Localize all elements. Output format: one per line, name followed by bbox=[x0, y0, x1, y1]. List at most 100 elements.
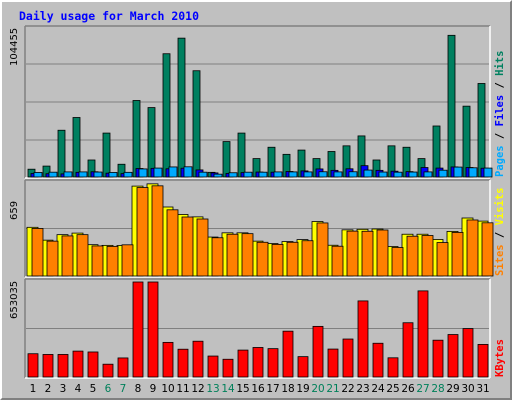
kbytes-kbytes-bar bbox=[27, 353, 39, 378]
axis-legend-part: / bbox=[494, 126, 506, 145]
hits-pages-bar bbox=[63, 171, 73, 178]
hits-pages-bar bbox=[468, 167, 478, 178]
hits-hits-bar bbox=[162, 53, 171, 178]
hits-hits-bar bbox=[57, 129, 66, 178]
kbytes-kbytes-bar bbox=[477, 344, 489, 378]
x-tick-label: 16 bbox=[251, 383, 265, 395]
visits-sites-bar bbox=[436, 242, 449, 277]
visits-sites-bar bbox=[346, 230, 359, 277]
kbytes-kbytes-bar bbox=[462, 328, 474, 378]
x-tick-label: 28 bbox=[431, 383, 444, 395]
visits-sites-bar bbox=[481, 222, 494, 277]
kbytes-kbytes-bar bbox=[357, 300, 369, 378]
visits-sites-bar bbox=[391, 247, 404, 277]
kbytes-kbytes-bar bbox=[42, 354, 54, 378]
visits-axis-legend: Sites / Visits bbox=[494, 187, 506, 276]
hits-pages-bar bbox=[123, 171, 133, 178]
hits-pages-bar bbox=[228, 172, 238, 178]
kbytes-kbytes-bar bbox=[237, 349, 249, 378]
kbytes-kbytes-bar bbox=[117, 357, 129, 378]
hits-max-label: 104455 bbox=[9, 28, 20, 66]
hits-pages-bar bbox=[108, 172, 118, 178]
x-tick-label: 10 bbox=[161, 383, 174, 395]
x-tick-label: 23 bbox=[356, 383, 369, 395]
visits-max-label: 659 bbox=[9, 201, 20, 220]
axis-legend-part: / bbox=[494, 225, 506, 244]
axis-legend-part: KBytes bbox=[494, 339, 506, 377]
hits-pages-bar bbox=[288, 171, 298, 178]
visits-sites-bar bbox=[61, 235, 74, 277]
hits-axis-legend: Pages / Files / Hits bbox=[494, 51, 506, 177]
kbytes-kbytes-bar bbox=[252, 347, 264, 378]
x-tick-label: 24 bbox=[371, 383, 385, 395]
kbytes-kbytes-bar bbox=[192, 340, 204, 378]
hits-pages-bar bbox=[138, 168, 148, 178]
kbytes-kbytes-bar bbox=[132, 281, 144, 378]
kbytes-kbytes-bar bbox=[312, 325, 324, 378]
visits-sites-bar bbox=[196, 218, 209, 277]
hits-pages-bar bbox=[48, 171, 58, 178]
kbytes-kbytes-bar bbox=[267, 348, 279, 378]
hits-pages-bar bbox=[363, 169, 373, 178]
hits-pages-bar bbox=[153, 167, 163, 178]
x-tick-label: 25 bbox=[386, 383, 399, 395]
visits-sites-bar bbox=[376, 229, 389, 277]
kbytes-max-label: 653035 bbox=[9, 281, 20, 319]
hits-pages-bar bbox=[408, 171, 418, 178]
kbytes-kbytes-bar bbox=[417, 290, 429, 378]
visits-sites-bar bbox=[46, 240, 59, 277]
x-tick-label: 3 bbox=[60, 383, 67, 395]
kbytes-kbytes-bar bbox=[222, 358, 234, 378]
x-tick-label: 9 bbox=[150, 383, 157, 395]
visits-sites-bar bbox=[241, 233, 254, 277]
kbytes-kbytes-bar bbox=[162, 341, 174, 378]
hits-hits-bar bbox=[192, 70, 201, 178]
x-tick-label: 7 bbox=[120, 383, 127, 395]
visits-sites-bar bbox=[121, 244, 134, 277]
visits-sites-bar bbox=[406, 235, 419, 277]
kbytes-kbytes-bar bbox=[57, 354, 69, 378]
hits-pages-bar bbox=[318, 171, 328, 178]
hits-hits-bar bbox=[177, 37, 186, 178]
kbytes-kbytes-bar bbox=[342, 338, 354, 378]
kbytes-kbytes-bar bbox=[102, 363, 114, 378]
axis-legend-part: Hits bbox=[494, 51, 506, 76]
x-tick-label: 31 bbox=[476, 383, 489, 395]
hits-pages-bar bbox=[78, 171, 88, 178]
chart-title: Daily usage for March 2010 bbox=[19, 9, 199, 23]
x-tick-label: 4 bbox=[75, 383, 82, 395]
hits-hits-bar bbox=[237, 132, 246, 178]
kbytes-kbytes-bar bbox=[432, 339, 444, 378]
visits-sites-bar bbox=[151, 185, 164, 277]
visits-sites-bar bbox=[181, 216, 194, 277]
axis-legend-part: Pages bbox=[494, 145, 506, 177]
hits-pages-bar bbox=[423, 171, 433, 178]
hits-panel: 104455 Pages / Files / Hits bbox=[9, 25, 506, 179]
hits-pages-bar bbox=[438, 169, 448, 178]
x-tick-label: 2 bbox=[45, 383, 52, 395]
kbytes-kbytes-bar bbox=[147, 281, 159, 378]
x-tick-label: 8 bbox=[135, 383, 142, 395]
visits-sites-bar bbox=[421, 235, 434, 277]
hits-pages-bar bbox=[378, 171, 388, 178]
visits-sites-bar bbox=[211, 237, 224, 277]
hits-pages-bar bbox=[243, 171, 253, 178]
kbytes-kbytes-bar bbox=[327, 348, 339, 378]
x-tick-label: 27 bbox=[416, 383, 429, 395]
hits-hits-bar bbox=[462, 105, 471, 178]
hits-pages-bar bbox=[303, 171, 313, 178]
visits-sites-bar bbox=[106, 245, 119, 277]
visits-sites-bar bbox=[91, 245, 104, 277]
visits-panel: 659 Sites / Visits bbox=[9, 179, 506, 278]
x-tick-label: 30 bbox=[461, 383, 474, 395]
axis-legend-part: / bbox=[494, 76, 506, 95]
hits-hits-bar bbox=[102, 132, 111, 178]
hits-hits-bar bbox=[222, 141, 231, 178]
x-tick-label: 15 bbox=[236, 383, 249, 395]
kbytes-kbytes-bar bbox=[207, 355, 219, 378]
visits-sites-bar bbox=[301, 240, 314, 277]
kbytes-kbytes-bar bbox=[387, 357, 399, 378]
visits-sites-bar bbox=[286, 241, 299, 277]
hits-pages-bar bbox=[33, 172, 43, 178]
